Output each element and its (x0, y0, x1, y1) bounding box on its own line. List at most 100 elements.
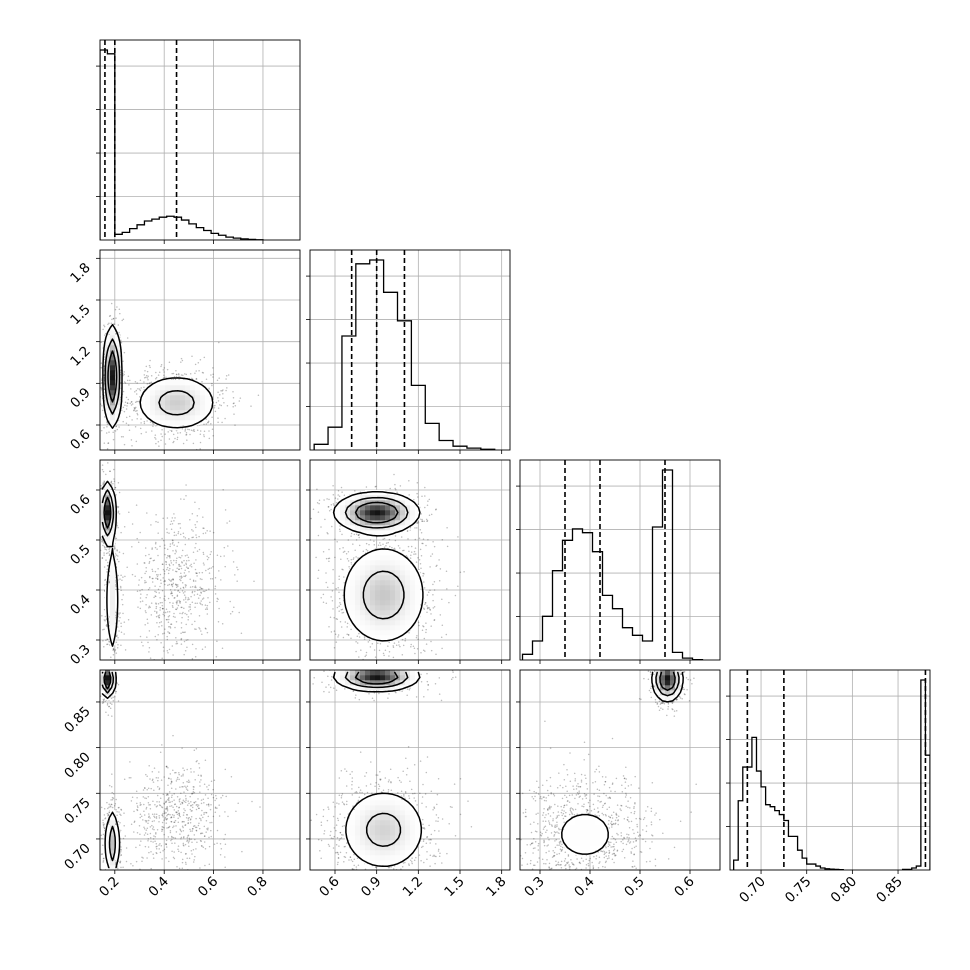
sample-point (165, 839, 168, 842)
sample-point (158, 788, 161, 791)
sample-point (150, 787, 152, 790)
sample-point (216, 807, 218, 809)
sample-point (168, 632, 171, 634)
sample-point (184, 543, 187, 546)
sample-point (113, 793, 115, 795)
sample-point (158, 592, 160, 594)
sample-point (144, 581, 146, 584)
sample-point (140, 593, 142, 595)
sample-point (179, 600, 182, 603)
sample-point (217, 598, 219, 601)
sample-point (171, 523, 174, 525)
sample-point (166, 806, 168, 809)
sample-point (190, 810, 193, 812)
sample-point (211, 821, 213, 824)
sample-point (173, 803, 176, 806)
sample-point (110, 785, 113, 788)
histogram-panel (726, 669, 931, 871)
density-cell (105, 515, 111, 521)
density-cell (115, 335, 121, 341)
density-cell (110, 640, 116, 646)
sample-point (213, 407, 216, 409)
sample-point (115, 581, 117, 583)
sample-point (194, 524, 196, 526)
histogram-panel (516, 459, 721, 661)
sample-point (152, 841, 154, 843)
sample-point (175, 811, 177, 813)
sample-point (194, 855, 196, 858)
sample-point (120, 622, 122, 625)
sample-point (163, 833, 165, 836)
sample-point (184, 801, 187, 803)
sample-point (157, 440, 160, 443)
sample-point (187, 567, 190, 569)
sample-point (127, 424, 130, 426)
sample-point (112, 648, 115, 651)
sample-point (204, 759, 207, 762)
sample-point (211, 578, 214, 580)
sample-point (168, 632, 170, 634)
sample-point (155, 425, 157, 427)
sample-point (147, 838, 150, 840)
sample-point (187, 428, 189, 431)
sample-point (218, 377, 220, 379)
sample-point (394, 483, 396, 486)
sample-point (182, 767, 184, 769)
density-cell (110, 580, 116, 586)
sample-point (103, 823, 105, 825)
sample-point (175, 561, 177, 564)
density-cell (110, 360, 116, 366)
sample-point (186, 837, 189, 839)
sample-point (130, 388, 132, 390)
panel-frame (519, 459, 721, 661)
sample-point (182, 442, 185, 445)
sample-point (334, 538, 336, 541)
density-cell (190, 400, 196, 406)
density-cell (115, 840, 121, 846)
contour-line (103, 496, 112, 529)
density-cell (105, 675, 111, 681)
sample-point (198, 589, 201, 591)
sample-point (119, 851, 122, 853)
sample-point (184, 537, 187, 539)
sample-point (117, 574, 120, 577)
sample-point (187, 779, 190, 781)
sample-point (104, 546, 106, 549)
sample-point (162, 816, 164, 818)
sample-point (167, 431, 169, 433)
sample-point (134, 408, 136, 410)
sample-point (190, 818, 192, 820)
sample-point (199, 602, 201, 604)
density-cell (200, 415, 206, 421)
sample-point (128, 415, 131, 418)
sample-point (151, 581, 154, 583)
sample-point (103, 427, 105, 429)
sample-point (128, 511, 130, 514)
density-cell (195, 410, 201, 416)
sample-point (178, 812, 181, 815)
sample-point (164, 433, 166, 435)
sample-point (139, 590, 141, 592)
sample-point (144, 797, 146, 799)
sample-point (108, 547, 111, 549)
sample-point (108, 811, 110, 813)
sample-point (109, 707, 112, 710)
sample-point (151, 577, 154, 580)
density-cell (205, 395, 211, 401)
sample-point (211, 384, 213, 387)
density-cell (110, 490, 116, 496)
sample-point (124, 401, 127, 404)
sample-point (188, 837, 191, 840)
sample-point (169, 627, 172, 629)
sample-point (118, 308, 121, 311)
sample-point (196, 521, 198, 523)
sample-point (180, 572, 182, 574)
sample-point (188, 781, 191, 783)
sample-point (113, 468, 115, 471)
sample-point (195, 826, 198, 829)
sample-point (160, 621, 163, 623)
sample-point (161, 814, 164, 816)
sample-point (113, 323, 116, 325)
sample-point (192, 442, 195, 445)
sample-point (158, 817, 161, 819)
